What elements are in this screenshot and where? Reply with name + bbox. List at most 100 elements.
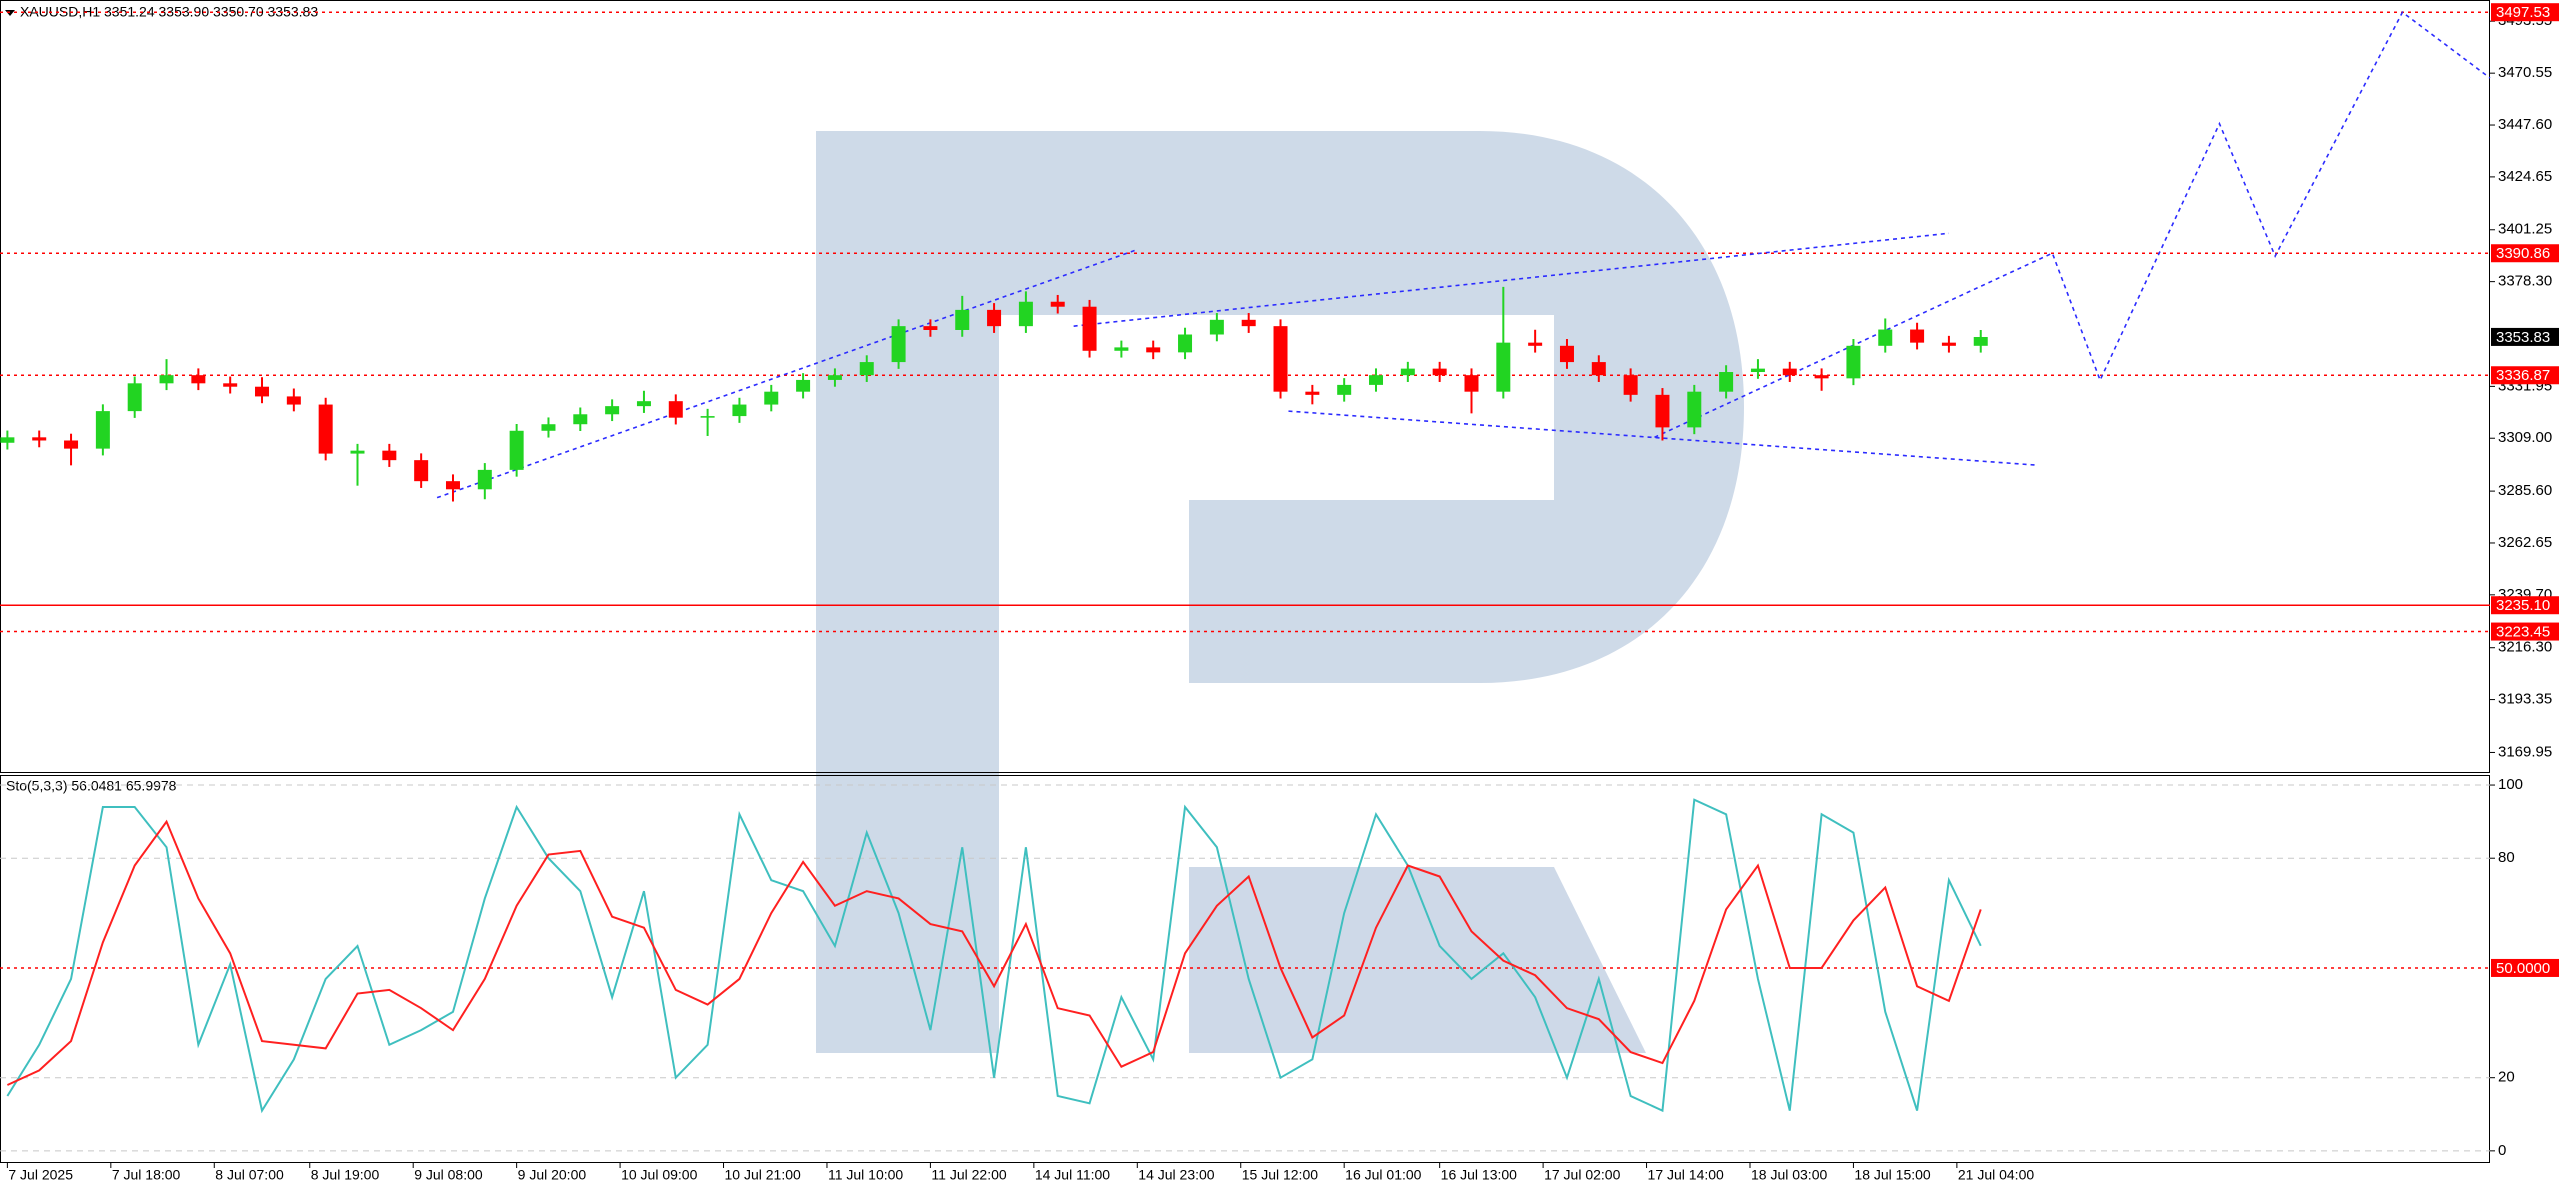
stochastic-panel-frame — [0, 775, 2490, 1163]
candle-body — [1082, 306, 1097, 351]
candle-body — [700, 416, 715, 418]
y-tick-label: 3378.30 — [2498, 273, 2552, 290]
x-tick-label: 14 Jul 23:00 — [1138, 1167, 1214, 1183]
candle-body — [1209, 319, 1224, 335]
x-tick-label: 16 Jul 01:00 — [1345, 1167, 1421, 1183]
candle-body — [1687, 391, 1702, 428]
level-label: 3390.86 — [2496, 245, 2550, 262]
candle-body — [95, 411, 110, 449]
candle-body — [350, 450, 365, 454]
y-tick-label: 3169.95 — [2498, 743, 2552, 760]
candle-body — [827, 375, 842, 380]
candle-body — [1464, 375, 1479, 392]
series-line — [6, 798, 1982, 1114]
last-price-box — [2491, 327, 2559, 346]
trend-line — [1654, 11, 2491, 439]
candle-body — [445, 481, 460, 490]
trend-line — [1073, 232, 1950, 327]
candle-body — [1846, 345, 1861, 379]
candle-body — [636, 401, 651, 407]
candle-body — [796, 379, 811, 392]
candle-body — [891, 326, 906, 363]
level-label: 50.0000 — [2496, 960, 2550, 977]
level-label: 3223.45 — [2496, 624, 2550, 641]
y-tick-label: 3193.35 — [2498, 691, 2552, 708]
candle-body — [1496, 342, 1511, 392]
candle-body — [64, 440, 79, 449]
candle-body — [1369, 375, 1384, 385]
candle-body — [1050, 301, 1065, 307]
x-tick-label: 8 Jul 07:00 — [215, 1167, 284, 1183]
candle-body — [1400, 368, 1415, 376]
level-label-box — [2491, 958, 2559, 977]
candle-body — [1178, 334, 1193, 353]
candle-body — [1528, 342, 1543, 346]
candle-body — [1878, 329, 1893, 346]
y-tick-label: 20 — [2498, 1069, 2515, 1086]
x-tick-label: 7 Jul 2025 — [8, 1167, 73, 1183]
candle-body — [382, 450, 397, 461]
x-tick-label: 7 Jul 18:00 — [112, 1167, 181, 1183]
y-tick-label: 0 — [2498, 1142, 2506, 1159]
watermark-leg — [1189, 867, 1646, 1053]
candle-body — [223, 383, 238, 387]
x-tick-label: 18 Jul 15:00 — [1854, 1167, 1930, 1183]
x-tick-label: 10 Jul 21:00 — [725, 1167, 801, 1183]
x-tick-label: 15 Jul 12:00 — [1242, 1167, 1318, 1183]
level-label-box — [2491, 622, 2559, 641]
candle-body — [1241, 319, 1256, 327]
candle-body — [159, 375, 174, 384]
level-label-box — [2491, 3, 2559, 22]
candle-body — [255, 386, 270, 397]
level-label: 3497.53 — [2496, 4, 2550, 21]
candle-body — [1018, 301, 1033, 327]
candle-body — [32, 437, 47, 441]
candle-body — [191, 375, 206, 384]
candle-body — [1273, 326, 1288, 392]
candle-body — [1655, 394, 1670, 428]
candle-body — [509, 430, 524, 470]
candle-body — [414, 460, 429, 482]
y-tick-label: 3424.65 — [2498, 168, 2552, 185]
y-tick-label: 3447.60 — [2498, 116, 2552, 133]
x-tick-label: 9 Jul 08:00 — [414, 1167, 483, 1183]
x-tick-label: 14 Jul 11:00 — [1035, 1167, 1110, 1183]
indicator-title: Sto(5,3,3) 56.0481 65.9978 — [6, 778, 177, 794]
candle-body — [1114, 347, 1129, 351]
trend-line — [436, 248, 1138, 499]
x-tick-label: 11 Jul 10:00 — [828, 1167, 903, 1183]
candle-body — [1941, 342, 1956, 346]
candle-body — [1750, 368, 1765, 373]
candle-body — [0, 437, 15, 443]
candle-body — [286, 396, 301, 405]
candle-body — [987, 309, 1002, 327]
y-tick-label: 3309.00 — [2498, 429, 2552, 446]
last-price-label: 3353.83 — [2496, 329, 2550, 346]
candle-body — [605, 406, 620, 415]
y-tick-label: 3262.65 — [2498, 534, 2552, 551]
y-tick-label: 80 — [2498, 849, 2515, 866]
x-tick-label: 17 Jul 02:00 — [1544, 1167, 1620, 1183]
candle-body — [1719, 372, 1734, 392]
x-tick-label: 10 Jul 09:00 — [621, 1167, 697, 1183]
x-tick-label: 18 Jul 03:00 — [1751, 1167, 1827, 1183]
candle-body — [923, 326, 938, 330]
candle-body — [318, 404, 333, 454]
candle-body — [1973, 336, 1988, 346]
x-tick-label: 16 Jul 13:00 — [1441, 1167, 1517, 1183]
x-tick-label: 8 Jul 19:00 — [311, 1167, 380, 1183]
watermark — [816, 131, 1744, 1053]
level-label: 3235.10 — [2496, 597, 2550, 614]
candle-body — [1432, 368, 1447, 376]
candle-body — [573, 414, 588, 425]
candle-body — [541, 424, 556, 431]
y-tick-label: 3470.55 — [2498, 64, 2552, 81]
level-label-box — [2491, 596, 2559, 615]
y-tick-label: 3285.60 — [2498, 482, 2552, 499]
candle-body — [1337, 384, 1352, 395]
x-tick-label: 21 Jul 04:00 — [1958, 1167, 2034, 1183]
level-label-box — [2491, 366, 2559, 385]
watermark-r — [816, 131, 1744, 1053]
